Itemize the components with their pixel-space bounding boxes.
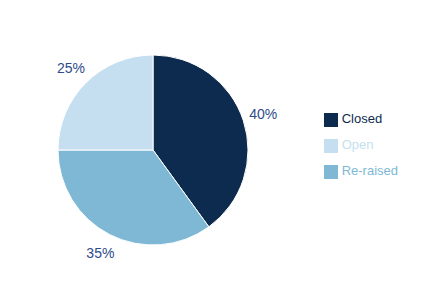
html-text:Open: Open [341,137,374,152]
svg-text:40%: 40% [249,106,277,122]
svg-text:25%: 25% [57,60,85,76]
html-text:Closed: Closed [341,111,383,126]
svg-text:35%: 35% [86,245,114,261]
html-text:Re-raised: Re-raised [341,163,398,178]
